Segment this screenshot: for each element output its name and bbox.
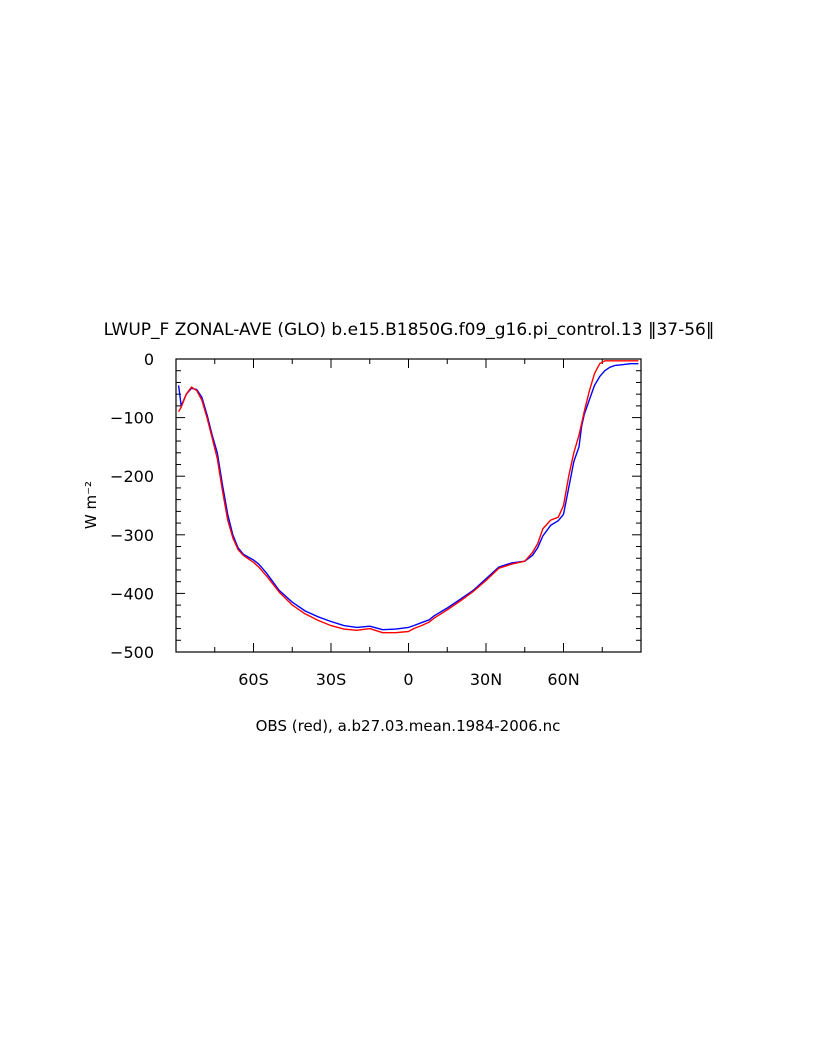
x-tick-label: 60S (238, 670, 269, 689)
x-tick-label: 60N (547, 670, 579, 689)
y-axis-label: W m⁻² (82, 481, 100, 529)
plot-frame (175, 358, 642, 653)
axes: 60S 30S 0 30N 60N 0 −100 −200 −300 −400 −500 (110, 350, 642, 689)
series-layer (177, 360, 639, 634)
x-tick-label: 30S (316, 670, 347, 689)
x-tick-label: 30N (470, 670, 502, 689)
y-tick-label: −100 (110, 409, 154, 428)
y-tick-label: −200 (110, 467, 154, 486)
x-axis-label: OBS (red), a.b27.03.mean.1984-2006.nc (256, 717, 561, 735)
chart-title: LWUP_F ZONAL-AVE (GLO) b.e15.B1850G.f09_… (104, 320, 715, 340)
y-tick-label: 0 (144, 350, 154, 369)
y-tick-label: −300 (110, 526, 154, 545)
y-tick-label: −500 (110, 643, 154, 662)
series-line-1 (177, 363, 639, 631)
y-tick-label: −400 (110, 584, 154, 603)
x-tick-label: 0 (403, 670, 413, 689)
series-line-2 (177, 360, 639, 634)
